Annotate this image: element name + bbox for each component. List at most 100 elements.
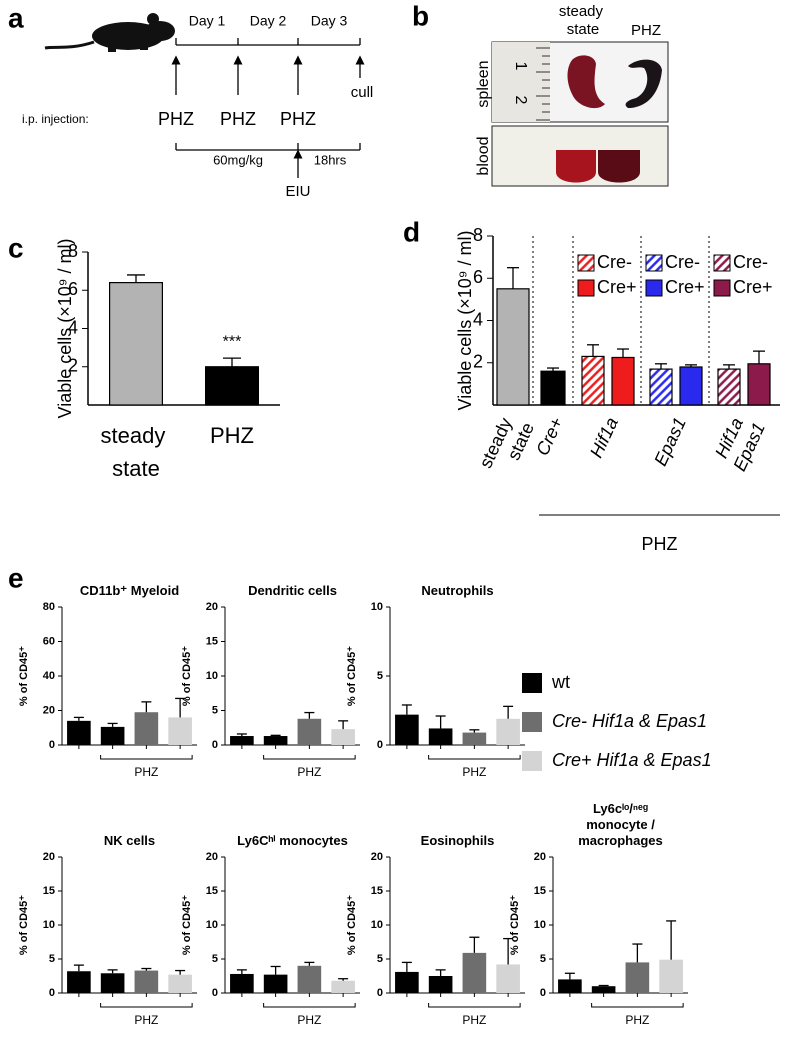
group-label: PHZ xyxy=(297,1013,321,1027)
y-tick-label: 10 xyxy=(534,919,546,931)
bar xyxy=(496,718,520,745)
y-tick-label: 5 xyxy=(540,953,546,965)
group-label: PHZ xyxy=(462,1013,486,1027)
interval-label: 18hrs xyxy=(314,152,347,167)
y-tick-label: 20 xyxy=(371,851,383,863)
bar xyxy=(134,712,159,745)
column-label: PHZ xyxy=(631,22,661,39)
bar xyxy=(581,355,605,406)
day-label: Day 3 xyxy=(311,13,348,29)
legend-label: Cre- Hif1a & Epas1 xyxy=(552,711,707,731)
value-annotation: *** xyxy=(223,333,242,350)
y-tick-label: 5 xyxy=(212,704,218,716)
x-tick-label: Epas1 xyxy=(650,414,690,469)
bar xyxy=(462,952,487,993)
legend-label: Cre- xyxy=(597,252,632,272)
y-tick-label: 8 xyxy=(68,241,78,261)
x-tick-label: PHZ xyxy=(210,423,254,448)
y-tick-label: 15 xyxy=(534,885,546,897)
bar xyxy=(558,979,582,993)
bar xyxy=(496,288,530,406)
chart-title: CD11b⁺ Myeloid xyxy=(79,583,180,598)
column-label: steady state xyxy=(559,3,607,38)
bar xyxy=(591,986,616,993)
group-bracket xyxy=(428,755,521,760)
row-label: blood xyxy=(475,136,492,175)
bar xyxy=(428,728,453,745)
y-tick-label: 5 xyxy=(212,953,218,965)
y-tick-label: 20 xyxy=(43,704,55,716)
x-tick-label: Hif1a xyxy=(586,414,622,461)
timeline xyxy=(171,38,365,178)
chart-title: NK cells xyxy=(103,833,156,848)
eiu-label: EIU xyxy=(285,183,310,200)
chart-title: Ly6Cʰⁱ monocytes xyxy=(237,833,348,848)
bar xyxy=(611,356,635,406)
legend-swatch xyxy=(522,712,542,732)
group-bracket xyxy=(591,1003,684,1008)
y-tick-label: 80 xyxy=(43,601,55,613)
y-tick-label: 0 xyxy=(377,739,383,751)
injection: PHZ xyxy=(158,109,194,129)
bar xyxy=(297,965,322,993)
panel-label: e xyxy=(8,562,24,593)
cull-label: cull xyxy=(351,84,374,101)
y-tick-label: 5 xyxy=(49,953,55,965)
mouse-icon xyxy=(44,13,175,52)
y-tick-label: 6 xyxy=(68,279,78,299)
y-tick-label: 10 xyxy=(371,919,383,931)
bar xyxy=(297,718,322,745)
bar xyxy=(100,726,125,745)
x-tick-label: Cre+ xyxy=(532,414,567,458)
group-label: PHZ xyxy=(134,1013,158,1027)
bar xyxy=(168,717,192,745)
bar xyxy=(496,964,520,993)
group-bracket xyxy=(263,1003,356,1008)
y-tick-label: 2 xyxy=(68,356,78,376)
y-tick-label: 15 xyxy=(206,885,218,897)
y-tick-label: 5 xyxy=(377,670,383,682)
y-tick-label: 0 xyxy=(212,739,218,751)
panel-label: a xyxy=(8,2,24,33)
bar xyxy=(67,720,91,745)
y-tick-label: 10 xyxy=(371,601,383,613)
photo xyxy=(491,41,669,187)
legend-label: Cre+ xyxy=(597,277,637,297)
bar xyxy=(717,368,741,406)
day-label: Day 2 xyxy=(250,13,287,29)
y-axis-label: % of CD45⁺ xyxy=(346,646,358,706)
bar xyxy=(230,973,254,993)
panel-label: c xyxy=(8,232,24,263)
y-tick-label: 20 xyxy=(534,851,546,863)
y-axis-label: % of CD45⁺ xyxy=(181,895,193,955)
group-label: PHZ xyxy=(297,765,321,779)
y-axis-label: Viable cells (×10⁹ / ml) xyxy=(55,239,75,419)
y-axis-label: % of CD45⁺ xyxy=(18,646,30,706)
injection: PHZ xyxy=(280,109,316,129)
bar xyxy=(67,971,91,993)
bar xyxy=(331,729,355,745)
legend-label: Cre+ xyxy=(665,277,705,297)
bar xyxy=(331,980,355,993)
ruler-label: 2 xyxy=(512,96,529,105)
legend-swatch xyxy=(713,254,731,272)
panel-label: d xyxy=(403,216,420,247)
chart-title: Dendritic cells xyxy=(248,583,337,598)
injection-label: i.p. injection: xyxy=(22,112,89,126)
legend-label: Cre+ xyxy=(733,277,773,297)
group-label: PHZ xyxy=(134,765,158,779)
y-tick-label: 8 xyxy=(473,225,483,245)
group-bracket xyxy=(263,755,356,760)
bar xyxy=(168,974,192,993)
y-axis-label: % of CD45⁺ xyxy=(18,895,30,955)
y-tick-label: 6 xyxy=(473,267,483,287)
legend-label: wt xyxy=(551,672,570,692)
legend-swatch xyxy=(713,279,731,297)
bar xyxy=(747,363,771,406)
y-tick-label: 2 xyxy=(473,352,483,372)
bar xyxy=(428,976,453,993)
text-line: PHZ xyxy=(210,423,254,448)
bar xyxy=(625,962,650,993)
y-tick-label: 5 xyxy=(377,953,383,965)
y-tick-label: 0 xyxy=(377,987,383,999)
